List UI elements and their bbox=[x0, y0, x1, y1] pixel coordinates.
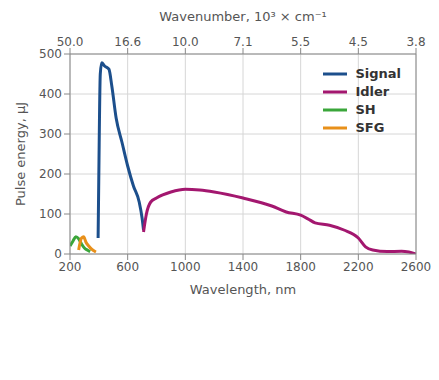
html-text:SFG: SFG bbox=[355, 120, 385, 135]
svg-text:16.6: 16.6 bbox=[114, 35, 141, 49]
svg-text:4.5: 4.5 bbox=[349, 35, 368, 49]
svg-text:7.1: 7.1 bbox=[233, 35, 252, 49]
svg-text:0: 0 bbox=[54, 247, 62, 261]
svg-text:600: 600 bbox=[116, 260, 139, 274]
html-text:Signal: Signal bbox=[355, 66, 401, 81]
html-text:Idler: Idler bbox=[355, 84, 390, 99]
svg-text:Wavelength, nm: Wavelength, nm bbox=[190, 282, 296, 297]
svg-text:50.0: 50.0 bbox=[56, 35, 84, 49]
svg-text:100: 100 bbox=[39, 207, 62, 221]
svg-text:Pulse energy, µJ: Pulse energy, µJ bbox=[13, 102, 28, 206]
svg-text:200: 200 bbox=[39, 167, 62, 181]
svg-text:2200: 2200 bbox=[343, 260, 374, 274]
svg-text:1400: 1400 bbox=[228, 260, 259, 274]
svg-text:1000: 1000 bbox=[170, 260, 201, 274]
svg-text:3.8: 3.8 bbox=[406, 35, 425, 49]
svg-text:500: 500 bbox=[39, 47, 62, 61]
html-text:SH: SH bbox=[355, 102, 376, 117]
svg-text:2600: 2600 bbox=[401, 260, 431, 274]
svg-text:200: 200 bbox=[59, 260, 82, 274]
svg-text:1800: 1800 bbox=[285, 260, 316, 274]
svg-text:300: 300 bbox=[39, 127, 62, 141]
svg-text:5.5: 5.5 bbox=[291, 35, 310, 49]
svg-text:10.0: 10.0 bbox=[172, 35, 199, 49]
svg-text:400: 400 bbox=[39, 87, 62, 101]
svg-text:Wavenumber, 10³ × cm⁻¹: Wavenumber, 10³ × cm⁻¹ bbox=[159, 9, 326, 24]
